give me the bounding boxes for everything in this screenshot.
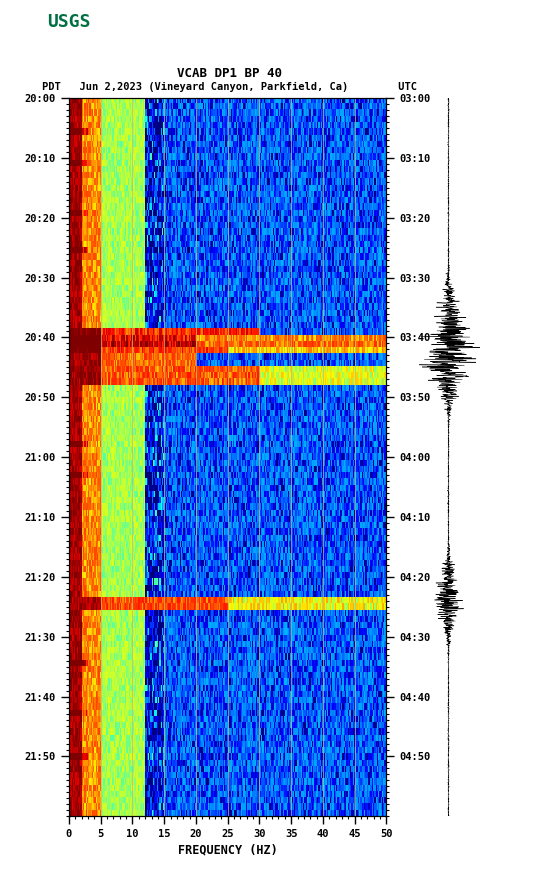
X-axis label: FREQUENCY (HZ): FREQUENCY (HZ) [178, 844, 278, 856]
Text: PDT   Jun 2,2023 (Vineyard Canyon, Parkfield, Ca)        UTC: PDT Jun 2,2023 (Vineyard Canyon, Parkfie… [41, 82, 417, 92]
Text: USGS: USGS [47, 13, 91, 31]
Text: VCAB DP1 BP 40: VCAB DP1 BP 40 [177, 67, 282, 80]
